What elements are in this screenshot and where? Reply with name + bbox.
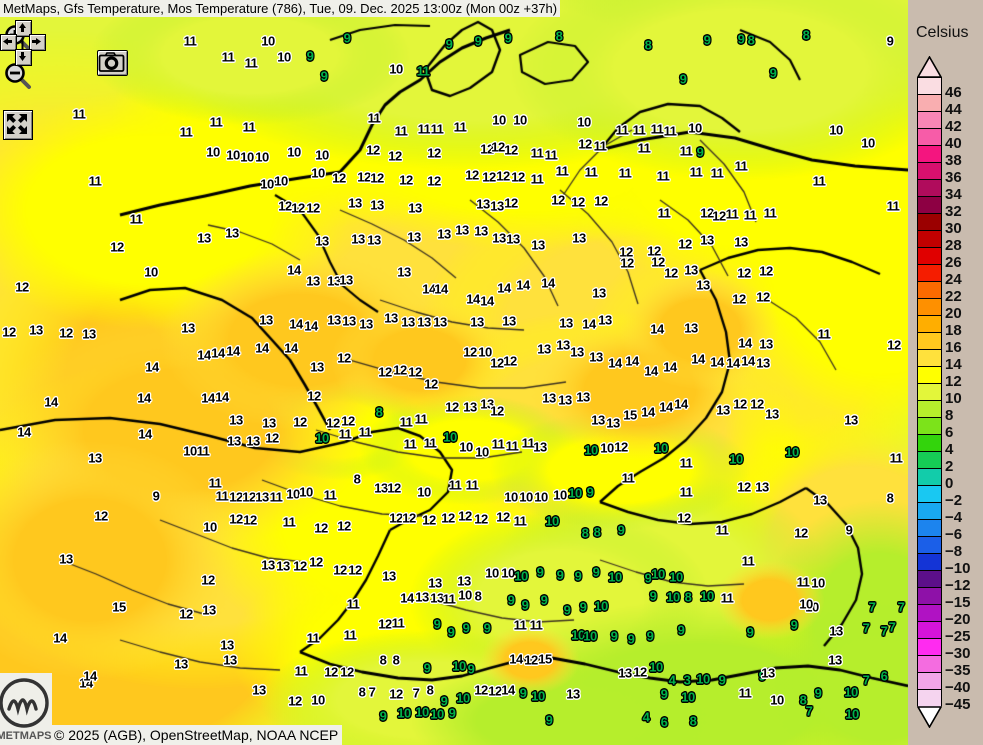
- scale-tick: 16: [945, 339, 962, 356]
- color-swatch: [918, 197, 941, 214]
- color-swatch: [918, 554, 941, 571]
- scale-tick: 42: [945, 118, 962, 135]
- color-swatch: [918, 282, 941, 299]
- color-swatch: [918, 248, 941, 265]
- scale-tick: 32: [945, 203, 962, 220]
- scale-top-arrow-icon: [917, 56, 942, 78]
- zoom-out-icon[interactable]: [4, 62, 32, 90]
- color-swatch: [918, 163, 941, 180]
- scale-tick: −4: [945, 509, 963, 526]
- pan-control[interactable]: [0, 20, 46, 66]
- map-toolbar: [0, 20, 140, 140]
- color-swatch: [918, 656, 941, 673]
- scale-tick: 4: [945, 441, 954, 458]
- color-swatch: [918, 435, 941, 452]
- pan-center-marker: [18, 37, 27, 50]
- scale-tick: −35: [945, 662, 971, 679]
- color-swatch-stack: [917, 77, 942, 707]
- temperature-raster: [0, 0, 908, 745]
- scale-tick: 44: [945, 101, 962, 118]
- color-swatch: [918, 180, 941, 197]
- color-scale: 46 44 42 40 38 36 34 32 30 28 26 24 22 20 18 16 14 12 10 8 6…: [917, 56, 979, 728]
- scale-tick: 28: [945, 237, 962, 254]
- scale-tick: −6: [945, 526, 963, 543]
- legend-unit-label: Celsius: [916, 24, 969, 41]
- fullscreen-expand-icon[interactable]: [3, 110, 33, 140]
- color-swatch: [918, 231, 941, 248]
- scale-tick: −25: [945, 628, 971, 645]
- color-swatch: [918, 605, 941, 622]
- scale-tick: −8: [945, 543, 963, 560]
- color-swatch: [918, 452, 941, 469]
- color-swatch: [918, 350, 941, 367]
- scale-tick: −10: [945, 560, 971, 577]
- color-swatch: [918, 401, 941, 418]
- page-title: MetMaps, Gfs Temperature, Mos Temperatur…: [0, 0, 561, 17]
- color-swatch: [918, 537, 941, 554]
- scale-tick: 20: [945, 305, 962, 322]
- color-swatch: [918, 129, 941, 146]
- scale-tick: 0: [945, 475, 954, 492]
- color-swatch: [918, 367, 941, 384]
- scale-tick: −2: [945, 492, 963, 509]
- scale-tick: −12: [945, 577, 971, 594]
- scale-tick: −20: [945, 611, 971, 628]
- color-swatch: [918, 418, 941, 435]
- color-swatch: [918, 588, 941, 605]
- scale-tick: 22: [945, 288, 962, 305]
- scale-tick: −15: [945, 594, 971, 611]
- color-swatch: [918, 95, 941, 112]
- scale-tick: 12: [945, 373, 962, 390]
- color-swatch: [918, 333, 941, 350]
- scale-tick: 38: [945, 152, 962, 169]
- scale-tick: 8: [945, 407, 954, 424]
- color-swatch: [918, 265, 941, 282]
- pan-right-icon[interactable]: [29, 34, 46, 51]
- scale-tick: −40: [945, 679, 971, 696]
- scale-tick: 26: [945, 254, 962, 271]
- scale-tick: 6: [945, 424, 954, 441]
- logo-text: METMAPS: [0, 730, 52, 742]
- color-legend-panel: Celsius 46 44 42 40 38 36 34 32 30 28 26 24 22 20 18 16…: [908, 0, 983, 745]
- scale-tick: 34: [945, 186, 962, 203]
- color-swatch: [918, 639, 941, 656]
- color-swatch: [918, 673, 941, 690]
- copyright-notice: © 2025 (AGB), OpenStreetMap, NOAA NCEP: [50, 725, 343, 745]
- color-swatch: [918, 520, 941, 537]
- scale-bottom-arrow-icon: [917, 706, 942, 728]
- scale-tick: 30: [945, 220, 962, 237]
- color-swatch: [918, 214, 941, 231]
- color-swatch: [918, 78, 941, 95]
- snapshot-camera-icon[interactable]: [97, 50, 128, 76]
- scale-tick: 14: [945, 356, 962, 373]
- scale-tick: −30: [945, 645, 971, 662]
- metmaps-logo: METMAPS: [0, 673, 52, 745]
- scale-tick: 40: [945, 135, 962, 152]
- color-swatch: [918, 622, 941, 639]
- scale-tick: 2: [945, 458, 954, 475]
- pan-up-icon[interactable]: [15, 20, 32, 37]
- color-swatch: [918, 316, 941, 333]
- color-swatch: [918, 690, 941, 707]
- scale-tick: 18: [945, 322, 962, 339]
- color-swatch: [918, 469, 941, 486]
- color-swatch: [918, 486, 941, 503]
- scale-tick: −45: [945, 696, 971, 713]
- color-swatch: [918, 146, 941, 163]
- pan-down-icon[interactable]: [15, 49, 32, 66]
- color-swatch: [918, 503, 941, 520]
- scale-tick: 46: [945, 84, 962, 101]
- scale-tick: 10: [945, 390, 962, 407]
- color-swatch: [918, 384, 941, 401]
- color-swatch: [918, 299, 941, 316]
- scale-tick: 24: [945, 271, 962, 288]
- color-swatch: [918, 112, 941, 129]
- color-swatch: [918, 571, 941, 588]
- scale-tick: 36: [945, 169, 962, 186]
- pan-left-icon[interactable]: [0, 34, 17, 51]
